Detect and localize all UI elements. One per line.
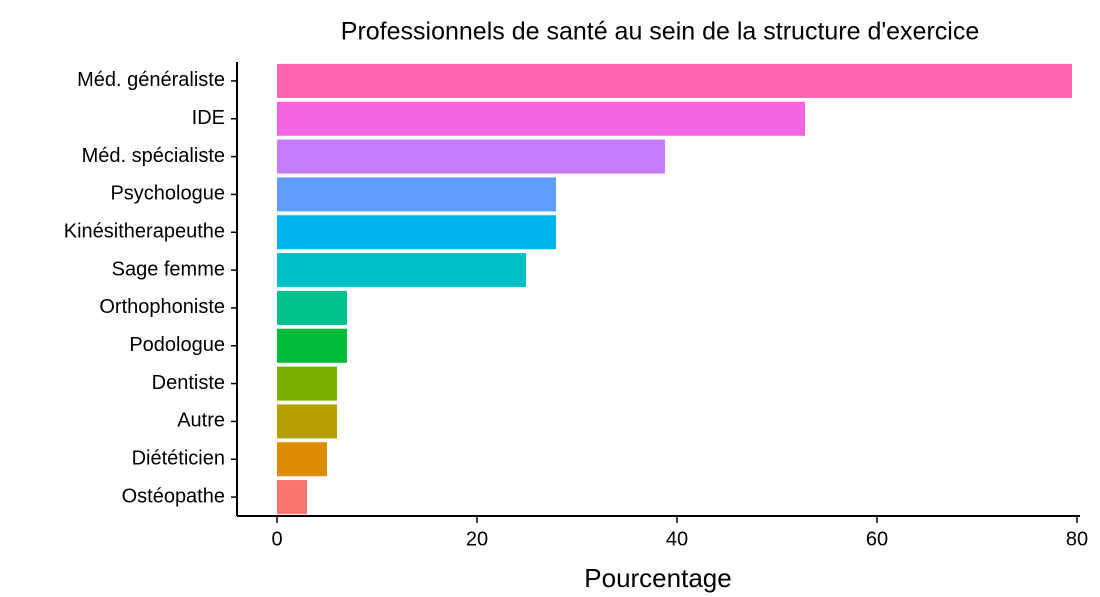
bar [277,480,307,515]
bar [277,177,556,212]
bar [277,215,556,250]
y-tick-label: Sage femme [112,258,225,280]
y-tick-label: Orthophoniste [99,296,225,318]
y-tick-label: Ostéopathe [122,485,225,507]
y-tick-label: Méd. généraliste [77,69,225,91]
x-axis-label: Pourcentage [584,563,731,593]
bar [277,366,337,401]
x-tick-label: 60 [866,528,888,550]
y-tick-label: IDE [192,107,225,129]
y-tick-label: Méd. spécialiste [82,145,225,167]
x-tick-label: 80 [1066,528,1088,550]
y-tick-label: Psychologue [110,183,225,205]
bar [277,442,327,477]
y-tick-label: Autre [177,410,225,432]
bar [277,290,347,325]
bar [277,404,337,439]
chart-title: Professionnels de santé au sein de la st… [341,18,979,46]
y-tick-label: Kinésitherapeuthe [64,221,225,243]
bar [277,253,526,288]
bar [277,139,665,174]
y-tick-label: Podologue [129,334,225,356]
x-tick-label: 20 [466,528,488,550]
bar [277,63,1072,98]
bar [277,101,805,136]
y-tick-label: Diététicien [132,448,225,470]
bar [277,328,347,363]
x-tick-label: 40 [666,528,688,550]
y-tick-label: Dentiste [152,372,225,394]
x-tick-label: 0 [271,528,282,550]
